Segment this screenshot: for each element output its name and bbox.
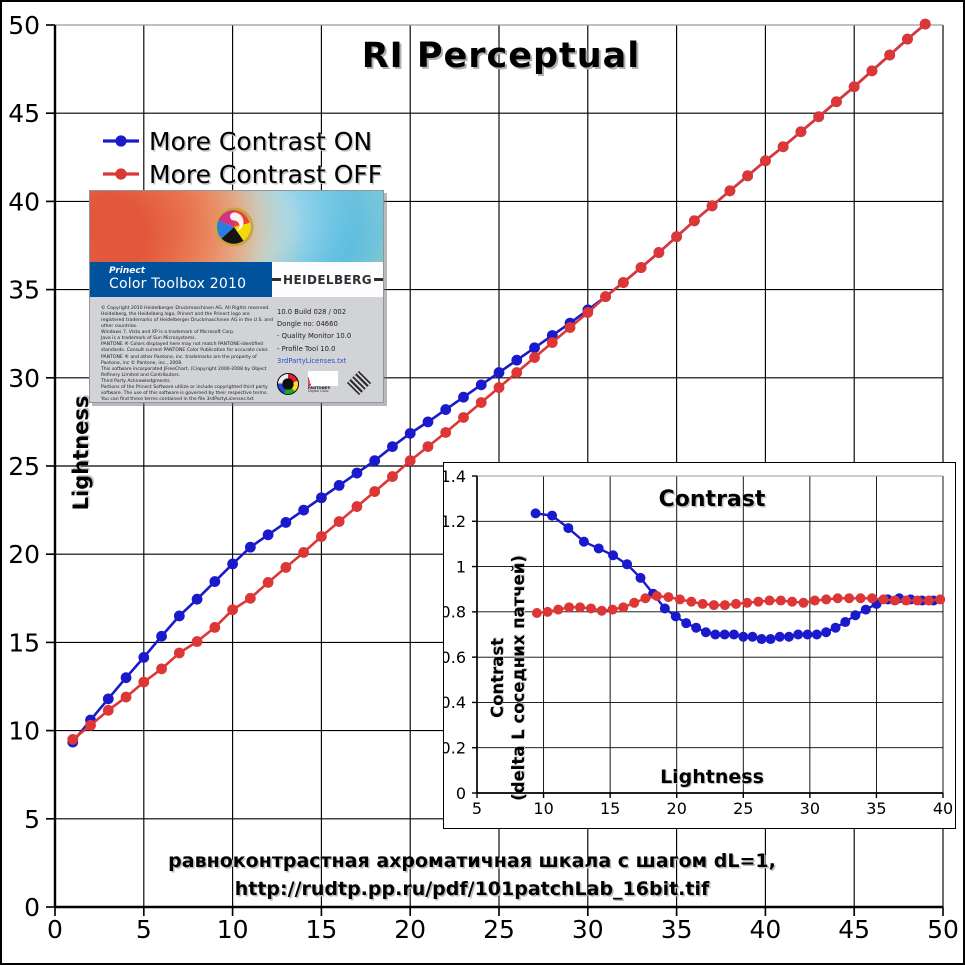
caption-line-1: равноконтрастная ахроматичная шкала с ша…	[168, 850, 776, 872]
legend-label: More Contrast ON	[149, 126, 373, 156]
pantone-label: PANTONE®	[308, 386, 331, 390]
svg-text:0.4: 0.4	[444, 693, 466, 712]
svg-text:30: 30	[800, 799, 820, 818]
svg-text:40: 40	[749, 915, 781, 944]
svg-text:30: 30	[572, 915, 604, 944]
svg-text:15: 15	[600, 799, 620, 818]
splash-brand: Prinect	[109, 266, 145, 276]
svg-text:25: 25	[8, 452, 40, 481]
inset-title: Contrast	[658, 487, 766, 512]
svg-text:0: 0	[456, 784, 466, 803]
legend-item-more-contrast-on[interactable]: More Contrast ON	[102, 125, 382, 157]
security-weave-icon	[347, 371, 371, 395]
svg-text:1.2: 1.2	[444, 512, 466, 531]
contrast-inset-chart: 5 10 15 20 25 30 35 40 0 0.2 0.4 0.6 0.8 1 1.2 1.4	[441, 467, 954, 818]
print-emblem-icon	[277, 373, 299, 395]
svg-text:15: 15	[8, 628, 40, 657]
inset-x-axis-label: Lightness	[660, 766, 764, 788]
heidelberg-logo-bar-right	[374, 278, 383, 281]
svg-text:50: 50	[927, 915, 959, 944]
y-axis-label: Lightness	[69, 395, 93, 511]
splash-version-info: 10.0 Build 028 / 002 Dongle no: 04660 - …	[277, 306, 377, 355]
svg-text:5: 5	[472, 799, 482, 818]
svg-text:1: 1	[456, 557, 466, 576]
heidelberg-logo-text: HEIDELBERG	[283, 272, 372, 287]
prinect-color-wheel-icon	[214, 207, 254, 247]
svg-text:40: 40	[8, 187, 40, 216]
svg-text:45: 45	[838, 915, 870, 944]
svg-text:0.6: 0.6	[444, 648, 466, 667]
third-party-licenses-link[interactable]: 3rdPartyLicenses.txt	[277, 357, 347, 365]
splash-banner	[90, 191, 383, 262]
svg-text:15: 15	[305, 915, 337, 944]
legend-item-more-contrast-off[interactable]: More Contrast OFF	[102, 158, 382, 190]
svg-text:50: 50	[8, 11, 40, 40]
svg-text:35: 35	[8, 276, 40, 305]
svg-text:0.2: 0.2	[444, 738, 466, 757]
pantone-fan-icon	[308, 371, 338, 386]
splash-product-name: Color Toolbox 2010	[109, 276, 247, 292]
svg-text:1.4: 1.4	[444, 467, 466, 486]
svg-text:25: 25	[483, 915, 515, 944]
svg-text:25: 25	[733, 799, 753, 818]
svg-text:10: 10	[533, 799, 553, 818]
svg-text:5: 5	[136, 915, 152, 944]
heidelberg-logo-bar-left	[272, 278, 282, 281]
splash-build: 10.0 Build 028 / 002	[277, 308, 347, 316]
legend-label: More Contrast OFF	[149, 159, 383, 189]
page-title: RI Perceptual	[361, 36, 641, 76]
svg-text:20: 20	[394, 915, 426, 944]
svg-text:20: 20	[667, 799, 687, 818]
contrast-inset-panel: 5 10 15 20 25 30 35 40 0 0.2 0.4 0.6 0.8 1 1.2 1.4 Cont…	[441, 462, 956, 829]
svg-text:40: 40	[933, 799, 953, 818]
svg-text:10: 10	[8, 717, 40, 746]
svg-text:35: 35	[661, 915, 693, 944]
svg-text:10: 10	[217, 915, 249, 944]
splash-module-2: - Profile Tool 10.0	[277, 344, 336, 353]
svg-text:20: 20	[8, 540, 40, 569]
pantone-sublabel: Digital Color	[308, 389, 329, 394]
legend-marker-blue-icon	[103, 135, 139, 147]
chart-caption: равноконтрастная ахроматичная шкала с ша…	[57, 848, 887, 903]
inset-y-axis-label: Contrast (delta L соседних патчей)	[488, 555, 528, 801]
splash-dongle: Dongle no: 04660	[277, 320, 338, 329]
svg-text:5: 5	[24, 805, 40, 834]
prinect-splash-panel: Prinect Color Toolbox 2010 HEIDELBERG © …	[89, 190, 384, 403]
pantone-digital-color-logo: PANTONE® Digital Color	[308, 371, 338, 395]
svg-text:0: 0	[47, 915, 63, 944]
svg-text:35: 35	[866, 799, 886, 818]
heidelberg-logo: HEIDELBERG	[272, 273, 383, 287]
svg-text:0: 0	[24, 893, 40, 922]
svg-text:0.8: 0.8	[444, 603, 466, 622]
splash-product-block: Prinect Color Toolbox 2010	[90, 262, 273, 297]
legend: More Contrast ON More Contrast OFF	[102, 125, 382, 190]
svg-text:30: 30	[8, 364, 40, 393]
splash-copyright-text: © Copyright 2010 Heidelberger Druckmasch…	[101, 306, 273, 402]
caption-line-2-url[interactable]: http://rudtp.pp.ru/pdf/101patchLab_16bit…	[234, 877, 710, 900]
splash-module-1: - Quality Monitor 10.0	[277, 332, 352, 341]
svg-text:45: 45	[8, 99, 40, 128]
legend-marker-red-icon	[103, 168, 139, 180]
